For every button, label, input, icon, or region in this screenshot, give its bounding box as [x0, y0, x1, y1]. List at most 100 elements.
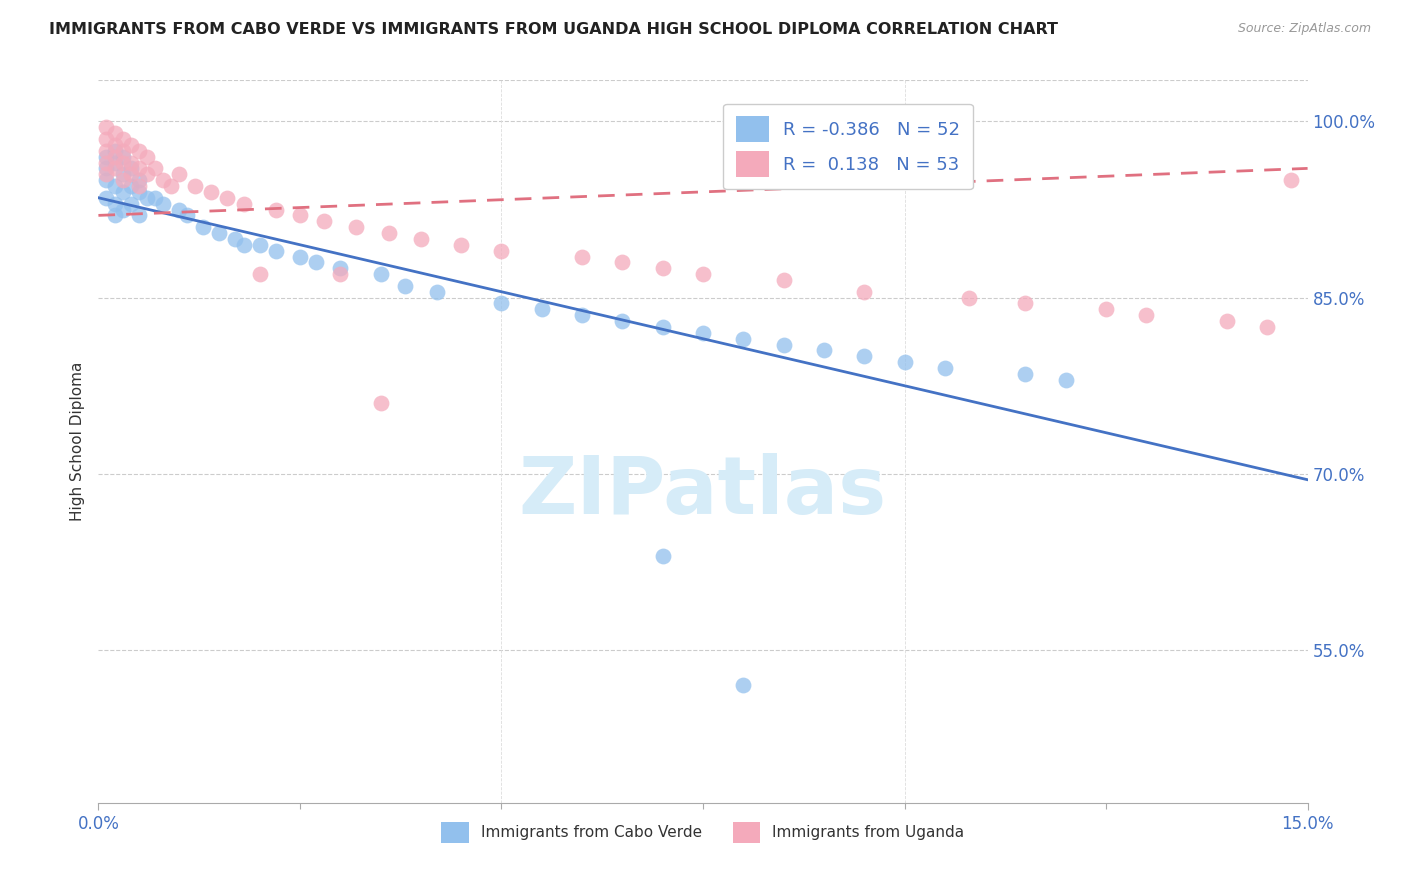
Point	[957, 291, 980, 305]
Point	[232, 196, 254, 211]
Point	[733, 678, 755, 692]
Point	[934, 361, 956, 376]
Point	[224, 232, 246, 246]
Point	[128, 173, 150, 187]
Point	[120, 196, 142, 211]
Point	[249, 237, 271, 252]
Point	[103, 179, 125, 194]
Point	[128, 179, 150, 194]
Point	[314, 214, 336, 228]
Point	[111, 185, 134, 199]
Point	[1135, 308, 1157, 322]
Point	[96, 120, 118, 135]
Point	[128, 144, 150, 158]
Point	[394, 278, 416, 293]
Point	[135, 150, 157, 164]
Point	[111, 144, 134, 158]
Point	[143, 161, 166, 176]
Point	[288, 208, 311, 222]
Point	[96, 161, 118, 176]
Point	[450, 237, 472, 252]
Point	[152, 173, 174, 187]
Point	[571, 308, 593, 322]
Point	[232, 237, 254, 252]
Point	[733, 332, 755, 346]
Point	[111, 132, 134, 146]
Point	[491, 296, 513, 310]
Point	[329, 267, 352, 281]
Point	[1281, 173, 1303, 187]
Point	[103, 161, 125, 176]
Point	[853, 285, 876, 299]
Point	[217, 191, 239, 205]
Point	[111, 167, 134, 181]
Point	[1256, 320, 1278, 334]
Point	[103, 196, 125, 211]
Point	[249, 267, 271, 281]
Point	[103, 155, 125, 169]
Point	[128, 185, 150, 199]
Point	[200, 185, 222, 199]
Point	[377, 226, 399, 240]
Text: ZIPatlas: ZIPatlas	[519, 453, 887, 531]
Text: Source: ZipAtlas.com: Source: ZipAtlas.com	[1237, 22, 1371, 36]
Point	[128, 208, 150, 222]
Point	[288, 250, 311, 264]
Point	[612, 314, 634, 328]
Point	[530, 302, 553, 317]
Point	[772, 337, 794, 351]
Point	[167, 167, 190, 181]
Point	[426, 285, 449, 299]
Point	[813, 343, 835, 358]
Point	[184, 179, 207, 194]
Point	[111, 202, 134, 217]
Point	[96, 191, 118, 205]
Point	[96, 155, 118, 169]
Point	[111, 150, 134, 164]
Point	[160, 179, 183, 194]
Text: IMMIGRANTS FROM CABO VERDE VS IMMIGRANTS FROM UGANDA HIGH SCHOOL DIPLOMA CORRELA: IMMIGRANTS FROM CABO VERDE VS IMMIGRANTS…	[49, 22, 1059, 37]
Legend: Immigrants from Cabo Verde, Immigrants from Uganda: Immigrants from Cabo Verde, Immigrants f…	[436, 815, 970, 849]
Point	[651, 549, 673, 563]
Point	[120, 137, 142, 152]
Point	[370, 396, 392, 410]
Point	[370, 267, 392, 281]
Point	[152, 196, 174, 211]
Point	[1095, 302, 1118, 317]
Point	[120, 179, 142, 194]
Point	[96, 144, 118, 158]
Point	[120, 161, 142, 176]
Point	[651, 261, 673, 276]
Point	[571, 250, 593, 264]
Point	[128, 161, 150, 176]
Point	[96, 132, 118, 146]
Point	[167, 202, 190, 217]
Point	[103, 144, 125, 158]
Point	[96, 167, 118, 181]
Point	[208, 226, 231, 240]
Point	[96, 150, 118, 164]
Point	[1216, 314, 1239, 328]
Point	[120, 155, 142, 169]
Point	[111, 155, 134, 169]
Point	[692, 326, 714, 340]
Point	[772, 273, 794, 287]
Point	[612, 255, 634, 269]
Point	[176, 208, 198, 222]
Point	[305, 255, 328, 269]
Point	[853, 350, 876, 364]
Point	[111, 173, 134, 187]
Point	[1014, 296, 1036, 310]
Point	[329, 261, 352, 276]
Point	[135, 191, 157, 205]
Point	[344, 220, 367, 235]
Point	[103, 208, 125, 222]
Point	[1014, 367, 1036, 381]
Point	[1054, 373, 1077, 387]
Point	[193, 220, 215, 235]
Point	[692, 267, 714, 281]
Point	[103, 126, 125, 140]
Point	[651, 320, 673, 334]
Point	[491, 244, 513, 258]
Point	[96, 173, 118, 187]
